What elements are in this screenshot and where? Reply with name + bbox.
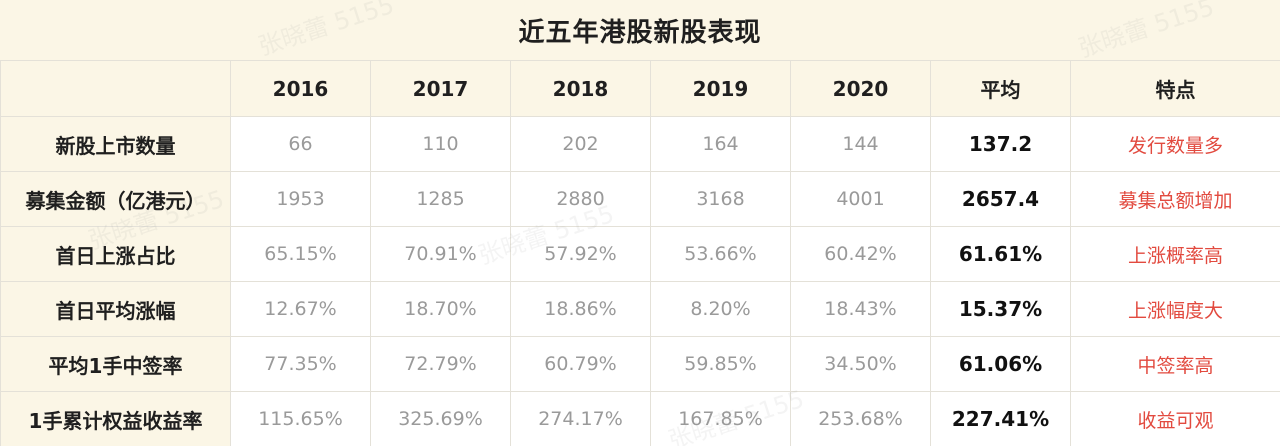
value-cell: 18.70% <box>370 281 511 337</box>
feature-cell: 募集总额增加 <box>1070 171 1280 227</box>
header-row: 2016 2017 2018 2019 2020 平均 特点 <box>0 60 1280 117</box>
value-cell: 164 <box>650 116 791 172</box>
title-bar: 近五年港股新股表现 <box>0 0 1280 60</box>
value-cell: 70.91% <box>370 226 511 282</box>
value-cell: 18.86% <box>510 281 651 337</box>
value-cell: 167.85% <box>650 391 791 446</box>
average-cell: 61.06% <box>930 336 1071 392</box>
value-cell: 1285 <box>370 171 511 227</box>
value-cell: 18.43% <box>790 281 931 337</box>
value-cell: 60.79% <box>510 336 651 392</box>
header-corner <box>0 60 231 117</box>
header-year: 2020 <box>790 60 931 117</box>
average-cell: 2657.4 <box>930 171 1071 227</box>
table-row: 新股上市数量 66 110 202 164 144 137.2 发行数量多 <box>0 116 1280 172</box>
value-cell: 115.65% <box>230 391 371 446</box>
feature-cell: 中签率高 <box>1070 336 1280 392</box>
value-cell: 66 <box>230 116 371 172</box>
row-label: 新股上市数量 <box>0 116 231 172</box>
value-cell: 53.66% <box>650 226 791 282</box>
average-cell: 61.61% <box>930 226 1071 282</box>
feature-cell: 上涨概率高 <box>1070 226 1280 282</box>
value-cell: 72.79% <box>370 336 511 392</box>
page-title: 近五年港股新股表现 <box>518 17 762 48</box>
row-label: 首日上涨占比 <box>0 226 231 282</box>
value-cell: 57.92% <box>510 226 651 282</box>
ipo-performance-table: 2016 2017 2018 2019 2020 平均 特点 新股上市数量 66… <box>0 60 1280 446</box>
value-cell: 34.50% <box>790 336 931 392</box>
value-cell: 1953 <box>230 171 371 227</box>
header-feature: 特点 <box>1070 60 1280 117</box>
value-cell: 12.67% <box>230 281 371 337</box>
value-cell: 144 <box>790 116 931 172</box>
average-cell: 227.41% <box>930 391 1071 446</box>
value-cell: 4001 <box>790 171 931 227</box>
value-cell: 59.85% <box>650 336 791 392</box>
row-label: 募集金额（亿港元） <box>0 171 231 227</box>
value-cell: 202 <box>510 116 651 172</box>
value-cell: 8.20% <box>650 281 791 337</box>
average-cell: 15.37% <box>930 281 1071 337</box>
row-label: 1手累计权益收益率 <box>0 391 231 446</box>
value-cell: 3168 <box>650 171 791 227</box>
average-cell: 137.2 <box>930 116 1071 172</box>
table-row: 募集金额（亿港元） 1953 1285 2880 3168 4001 2657.… <box>0 171 1280 227</box>
value-cell: 253.68% <box>790 391 931 446</box>
value-cell: 2880 <box>510 171 651 227</box>
feature-cell: 发行数量多 <box>1070 116 1280 172</box>
table-row: 1手累计权益收益率 115.65% 325.69% 274.17% 167.85… <box>0 391 1280 446</box>
table-row: 平均1手中签率 77.35% 72.79% 60.79% 59.85% 34.5… <box>0 336 1280 392</box>
value-cell: 77.35% <box>230 336 371 392</box>
row-label: 首日平均涨幅 <box>0 281 231 337</box>
table-row: 首日上涨占比 65.15% 70.91% 57.92% 53.66% 60.42… <box>0 226 1280 282</box>
row-label: 平均1手中签率 <box>0 336 231 392</box>
header-year: 2016 <box>230 60 371 117</box>
value-cell: 60.42% <box>790 226 931 282</box>
value-cell: 325.69% <box>370 391 511 446</box>
feature-cell: 收益可观 <box>1070 391 1280 446</box>
value-cell: 274.17% <box>510 391 651 446</box>
header-year: 2017 <box>370 60 511 117</box>
header-year: 2019 <box>650 60 791 117</box>
header-year: 2018 <box>510 60 651 117</box>
header-average: 平均 <box>930 60 1071 117</box>
value-cell: 65.15% <box>230 226 371 282</box>
feature-cell: 上涨幅度大 <box>1070 281 1280 337</box>
value-cell: 110 <box>370 116 511 172</box>
table-row: 首日平均涨幅 12.67% 18.70% 18.86% 8.20% 18.43%… <box>0 281 1280 337</box>
